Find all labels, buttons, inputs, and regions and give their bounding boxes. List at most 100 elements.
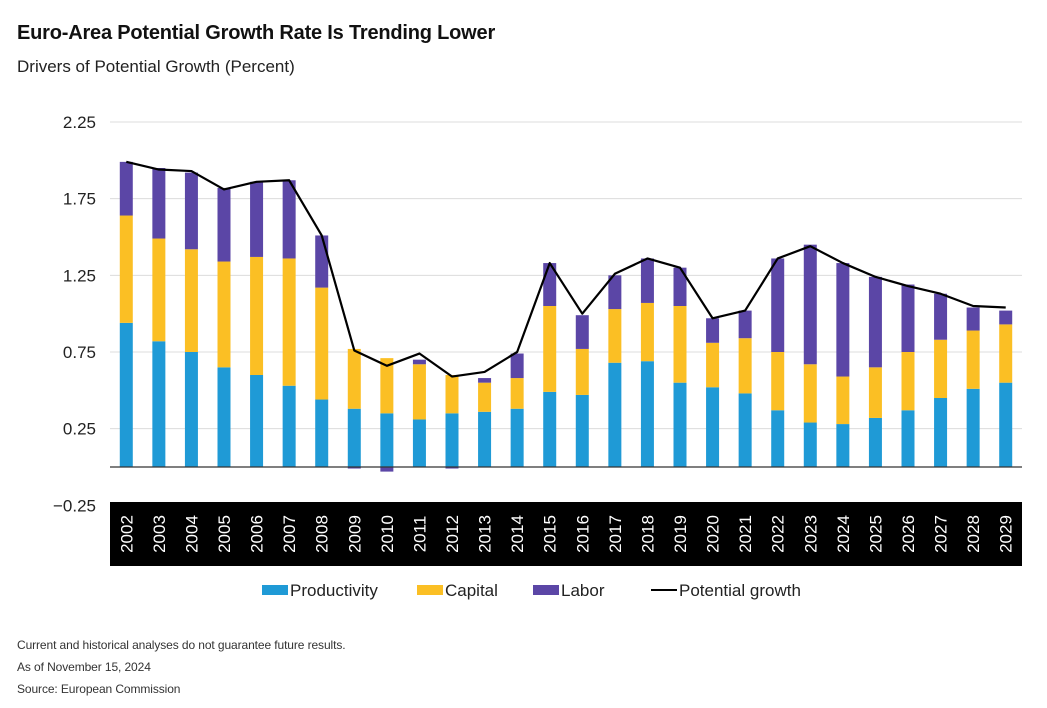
bar-capital <box>836 376 850 425</box>
x-axis-band: 2002 2003 2004 2005 2006 2007 2008 2009 2010 2011… <box>110 502 1022 566</box>
legend-swatch <box>262 585 288 595</box>
x-tick-label: 2013 <box>476 515 495 553</box>
bar-productivity <box>673 382 687 467</box>
bar-capital <box>380 358 394 414</box>
y-tick-label: 0.25 <box>63 420 96 439</box>
bar-labor <box>184 172 198 250</box>
x-tick-label: 2017 <box>606 515 625 553</box>
bar-productivity <box>901 410 915 467</box>
y-tick-label: 2.25 <box>63 113 96 132</box>
as-of-date: As of November 15, 2024 <box>17 660 151 674</box>
bar-capital <box>510 378 524 409</box>
bars <box>119 161 1013 472</box>
legend: Productivity Capital Labor Potential growth <box>262 581 801 600</box>
x-tick-label: 2026 <box>899 515 918 553</box>
x-tick-label: 2014 <box>508 515 527 553</box>
stacked-bar-chart: 2.251.751.250.750.25−0.25 2002 2003 2004 20… <box>53 113 1022 600</box>
x-tick-label: 2002 <box>117 515 136 553</box>
bar-labor <box>152 168 166 239</box>
bar-capital <box>119 215 133 323</box>
bar-productivity <box>315 399 329 467</box>
bar-productivity <box>738 393 752 467</box>
bar-productivity <box>966 388 980 467</box>
legend-swatch <box>417 585 443 595</box>
potential-growth-line-path <box>126 160 1006 378</box>
y-tick-label: 1.25 <box>63 266 96 285</box>
bar-labor <box>217 187 231 262</box>
bar-labor <box>315 235 329 288</box>
y-tick-label: 0.75 <box>63 343 96 362</box>
bar-capital <box>901 352 915 411</box>
bar-capital <box>412 364 426 420</box>
x-tick-label: 2023 <box>801 515 820 553</box>
bar-productivity <box>999 382 1013 467</box>
bar-productivity <box>478 411 492 467</box>
x-tick-label: 2019 <box>671 515 690 553</box>
bar-labor <box>966 307 980 331</box>
bar-capital <box>706 342 720 388</box>
x-tick-label: 2029 <box>997 515 1016 553</box>
bar-capital <box>282 258 296 386</box>
x-tick-label: 2024 <box>834 515 853 553</box>
bar-labor <box>119 161 133 216</box>
bar-capital <box>575 348 589 395</box>
bar-labor <box>901 284 915 352</box>
bar-labor <box>836 263 850 377</box>
bar-labor <box>575 315 589 349</box>
bar-capital <box>250 256 264 375</box>
y-axis-ticks: 2.25 1.75 1.25 0.75 0.25 −0.25 <box>53 113 96 515</box>
legend-label: Capital <box>445 581 498 600</box>
x-tick-label: 2022 <box>769 515 788 553</box>
x-tick-label: 2012 <box>443 515 462 553</box>
x-tick-label: 2010 <box>378 515 397 553</box>
bar-labor <box>738 310 752 339</box>
bar-capital <box>640 302 654 362</box>
potential-growth-line <box>126 160 1006 378</box>
footnotes: Current and historical analyses do not g… <box>17 634 346 700</box>
bar-productivity <box>575 394 589 467</box>
bar-productivity <box>347 408 361 467</box>
x-tick-label: 2008 <box>313 515 332 553</box>
bar-labor <box>445 467 459 469</box>
bar-capital <box>771 352 785 411</box>
bar-productivity <box>706 387 720 467</box>
bar-capital <box>347 348 361 409</box>
bar-capital <box>184 249 198 352</box>
bar-labor <box>250 181 264 257</box>
bar-productivity <box>217 367 231 467</box>
y-tick-label: 1.75 <box>63 190 96 209</box>
x-tick-label: 2027 <box>932 515 951 553</box>
bar-capital <box>966 330 980 389</box>
bar-labor <box>640 258 654 303</box>
bar-labor <box>478 378 492 383</box>
bar-productivity <box>282 385 296 467</box>
bar-labor <box>803 244 817 365</box>
x-tick-label: 2025 <box>866 515 885 553</box>
legend-label: Labor <box>561 581 605 600</box>
gridlines <box>110 121 1022 430</box>
x-axis-background <box>110 502 1022 566</box>
bar-productivity <box>836 424 850 467</box>
bar-productivity <box>184 352 198 467</box>
bar-capital <box>543 306 557 392</box>
bar-labor <box>282 180 296 259</box>
x-tick-label: 2007 <box>280 515 299 553</box>
x-tick-label: 2015 <box>541 515 560 553</box>
bar-capital <box>217 261 231 368</box>
bar-productivity <box>152 341 166 467</box>
chart-title: Euro-Area Potential Growth Rate Is Trend… <box>17 22 496 44</box>
bar-labor <box>868 276 882 368</box>
bar-labor <box>412 359 426 365</box>
bar-productivity <box>934 398 948 467</box>
bar-productivity <box>119 322 133 467</box>
bar-productivity <box>412 419 426 467</box>
disclaimer-text: Current and historical analyses do not g… <box>17 638 346 652</box>
bar-productivity <box>868 417 882 467</box>
x-tick-label: 2020 <box>704 515 723 553</box>
bar-labor <box>999 310 1013 325</box>
bar-labor <box>510 353 524 379</box>
bar-capital <box>608 309 622 363</box>
bar-productivity <box>380 413 394 467</box>
legend-swatch <box>533 585 559 595</box>
legend-label: Productivity <box>290 581 378 600</box>
